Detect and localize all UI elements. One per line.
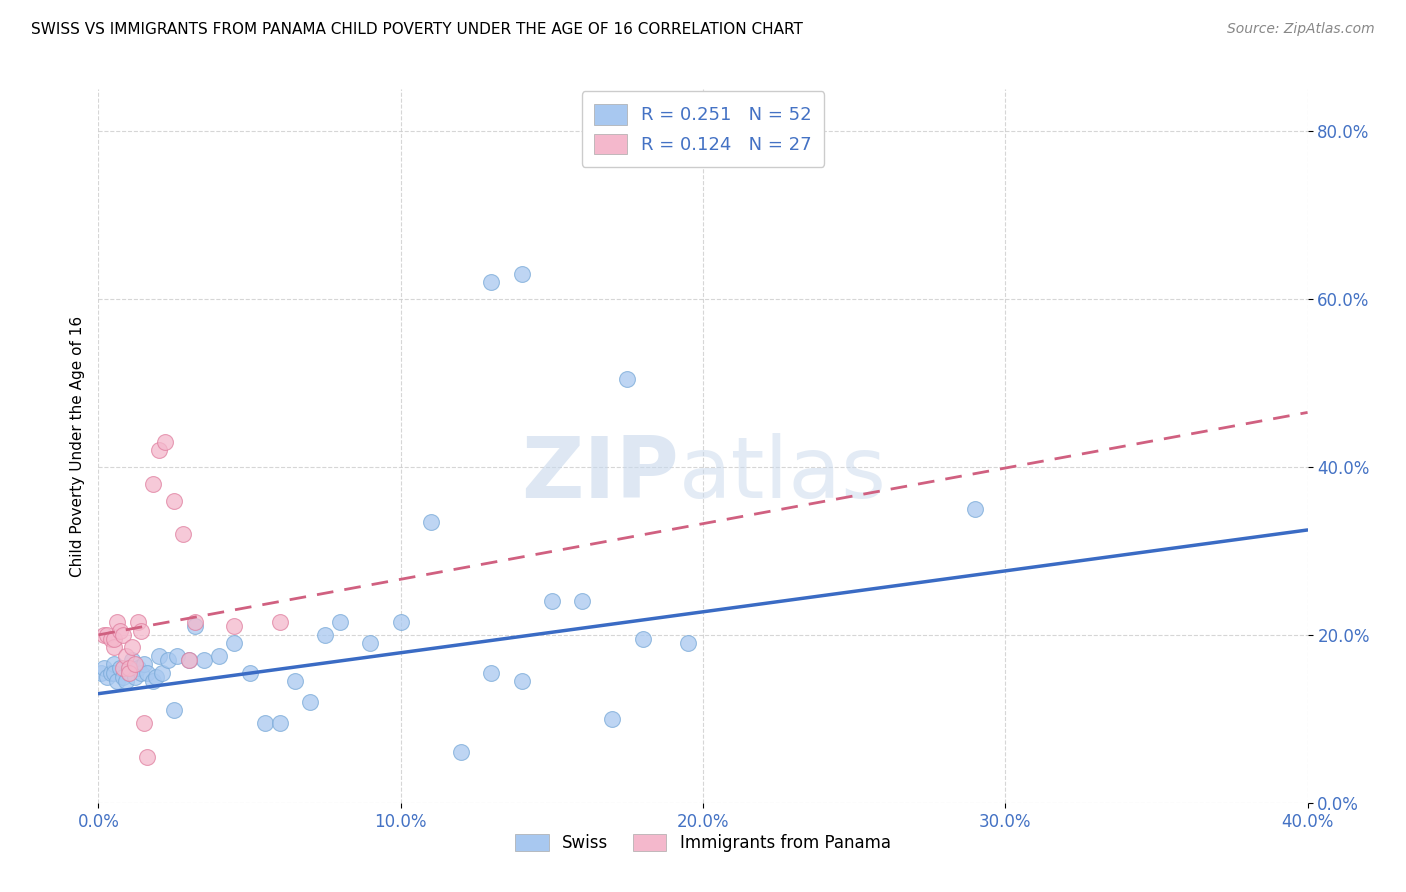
- Point: [100, 632, 122, 646]
- Text: Source: ZipAtlas.com: Source: ZipAtlas.com: [1227, 22, 1375, 37]
- Point: [114, 674, 136, 689]
- Point: [108, 661, 131, 675]
- Point: [314, 628, 336, 642]
- Point: [360, 636, 382, 650]
- Point: [118, 661, 141, 675]
- Point: [510, 674, 533, 689]
- Text: ZIP: ZIP: [522, 433, 679, 516]
- Point: [142, 476, 165, 491]
- Point: [114, 648, 136, 663]
- Point: [127, 661, 149, 675]
- Point: [142, 674, 165, 689]
- Point: [299, 695, 322, 709]
- Point: [965, 502, 987, 516]
- Point: [105, 674, 128, 689]
- Point: [179, 653, 201, 667]
- Point: [571, 594, 593, 608]
- Point: [166, 648, 188, 663]
- Point: [540, 594, 562, 608]
- Point: [132, 657, 155, 672]
- Point: [269, 716, 291, 731]
- Point: [118, 661, 141, 675]
- Point: [450, 746, 472, 760]
- Point: [148, 648, 170, 663]
- Point: [184, 615, 207, 630]
- Point: [239, 665, 262, 680]
- Point: [100, 665, 122, 680]
- Point: [179, 653, 201, 667]
- Point: [118, 665, 141, 680]
- Point: [124, 657, 146, 672]
- Point: [145, 670, 167, 684]
- Point: [631, 632, 654, 646]
- Point: [124, 670, 146, 684]
- Point: [156, 653, 179, 667]
- Point: [329, 615, 352, 630]
- Point: [127, 615, 149, 630]
- Legend: Swiss, Immigrants from Panama: Swiss, Immigrants from Panama: [509, 827, 897, 859]
- Point: [111, 661, 134, 675]
- Point: [269, 615, 291, 630]
- Point: [148, 443, 170, 458]
- Point: [90, 665, 112, 680]
- Text: SWISS VS IMMIGRANTS FROM PANAMA CHILD POVERTY UNDER THE AGE OF 16 CORRELATION CH: SWISS VS IMMIGRANTS FROM PANAMA CHILD PO…: [31, 22, 803, 37]
- Point: [676, 636, 699, 650]
- Point: [420, 515, 443, 529]
- Point: [135, 749, 157, 764]
- Point: [93, 628, 115, 642]
- Point: [208, 648, 231, 663]
- Point: [389, 615, 412, 630]
- Point: [111, 670, 134, 684]
- Point: [129, 665, 152, 680]
- Point: [184, 619, 207, 633]
- Point: [481, 275, 503, 289]
- Point: [111, 628, 134, 642]
- Point: [135, 665, 157, 680]
- Point: [150, 665, 173, 680]
- Point: [284, 674, 307, 689]
- Point: [129, 624, 152, 638]
- Point: [103, 632, 125, 646]
- Point: [253, 716, 276, 731]
- Point: [121, 640, 143, 655]
- Point: [510, 267, 533, 281]
- Text: atlas: atlas: [679, 433, 887, 516]
- Point: [163, 493, 186, 508]
- Point: [105, 615, 128, 630]
- Point: [103, 640, 125, 655]
- Point: [96, 670, 118, 684]
- Point: [96, 628, 118, 642]
- Point: [616, 372, 638, 386]
- Point: [121, 653, 143, 667]
- Point: [481, 665, 503, 680]
- Point: [103, 657, 125, 672]
- Point: [118, 665, 141, 680]
- Point: [153, 434, 176, 449]
- Point: [602, 712, 624, 726]
- Point: [193, 653, 215, 667]
- Point: [163, 703, 186, 717]
- Point: [108, 624, 131, 638]
- Point: [224, 636, 246, 650]
- Point: [103, 665, 125, 680]
- Point: [224, 619, 246, 633]
- Y-axis label: Child Poverty Under the Age of 16: Child Poverty Under the Age of 16: [69, 316, 84, 576]
- Point: [93, 661, 115, 675]
- Point: [132, 716, 155, 731]
- Point: [172, 527, 194, 541]
